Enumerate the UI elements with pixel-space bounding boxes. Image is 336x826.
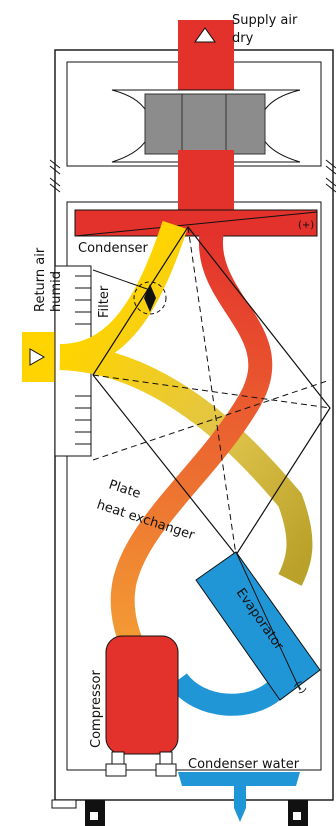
supply-air-label-line1: Supply air [232, 13, 298, 28]
bypass-damper [133, 281, 167, 315]
refrigerant-cold-path [169, 672, 283, 716]
supply-arrow-icon [194, 27, 216, 43]
condenser-water-tray [178, 772, 300, 822]
condenser-water-label: Condenser water [188, 757, 300, 772]
moist-air-path [59, 220, 313, 586]
supply-air-label-line2: dry [232, 31, 254, 46]
refrigerant-hot-path [110, 227, 273, 667]
fan [111, 89, 301, 180]
evaporator [195, 551, 321, 701]
return-arrow-icon [29, 348, 46, 366]
condenser-label: Condenser [78, 241, 149, 256]
return-air-label-line2: humid [49, 271, 64, 312]
condenser-sign: (+) [298, 220, 314, 231]
return-air-label-line1: Return air [33, 247, 48, 312]
compressor-label: Compressor [89, 669, 104, 748]
compressor [105, 635, 179, 777]
filter-label: Filter [97, 285, 112, 318]
condenser [74, 209, 318, 237]
